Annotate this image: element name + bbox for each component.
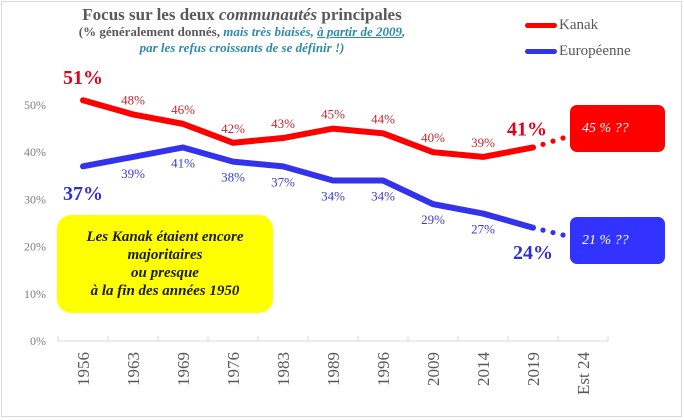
- annotation-line-2: majoritaires: [127, 247, 203, 263]
- data-label: 29%: [421, 212, 445, 227]
- data-label: 34%: [321, 189, 345, 204]
- legend-label-kanak: Kanak: [559, 16, 599, 33]
- estimate-dot: [550, 229, 556, 236]
- x-tick-label: 2009: [424, 352, 443, 386]
- y-tick-label: 10%: [24, 287, 46, 301]
- title-text-italic: communautés: [218, 5, 318, 24]
- subtitle-part-d: ,: [401, 24, 406, 39]
- data-label: 34%: [371, 189, 395, 204]
- data-label: 51%: [63, 67, 103, 89]
- data-label: 37%: [63, 183, 103, 205]
- estimate-dot: [560, 135, 566, 141]
- estimate-label-europeenne: 21 % ??: [582, 232, 629, 248]
- subtitle-part-b: mais très biaisés,: [223, 24, 318, 39]
- y-tick-label: 20%: [24, 240, 46, 254]
- data-label: 45%: [321, 107, 345, 122]
- legend-item-europeenne: Européenne: [525, 38, 631, 64]
- y-tick-label: 50%: [24, 98, 46, 112]
- data-label: 41%: [171, 155, 195, 170]
- data-label: 27%: [471, 222, 495, 237]
- x-tick-label: 1989: [324, 352, 343, 386]
- series-line-kanak: [80, 97, 536, 160]
- y-tick-label: 30%: [24, 192, 46, 206]
- estimate-box-kanak: 45 % ??: [570, 105, 665, 152]
- data-label: 37%: [271, 174, 295, 189]
- data-label: 24%: [513, 242, 553, 264]
- estimate-dot: [540, 141, 546, 147]
- data-label: 39%: [121, 166, 145, 181]
- annotation-box: Les Kanak étaient encore majoritaires ou…: [57, 215, 273, 313]
- annotation-line-4: à la fin des années 1950: [90, 283, 240, 299]
- y-tick-label: 40%: [24, 145, 46, 159]
- subtitle-part-c: à partir de 2009: [317, 24, 402, 39]
- data-label: 40%: [421, 130, 445, 145]
- x-tick-label: 1969: [174, 352, 193, 386]
- estimate-box-europeenne: 21 % ??: [570, 217, 665, 264]
- y-tick-label: 0%: [30, 334, 46, 348]
- x-tick-label: 1983: [274, 352, 293, 386]
- data-label: 43%: [271, 116, 295, 131]
- estimate-dot: [540, 227, 546, 233]
- legend-swatch-europeenne: [525, 48, 557, 54]
- chart-subtitle-line2: par les refus croissants de se définir !…: [139, 40, 345, 55]
- title-text-pre: Focus sur les deux: [82, 5, 219, 24]
- estimate-dot: [550, 138, 556, 144]
- legend-label-europeenne: Européenne: [559, 42, 631, 59]
- data-label: 39%: [471, 135, 495, 150]
- data-label: 42%: [221, 121, 245, 136]
- annotation-line-3: ou presque: [131, 265, 199, 281]
- x-tick-label: 2014: [474, 352, 493, 387]
- legend-item-kanak: Kanak: [525, 12, 631, 38]
- annotation-line-1: Les Kanak étaient encore: [86, 229, 244, 245]
- chart-title-block: Focus sur les deux communautés principal…: [0, 5, 484, 56]
- legend-swatch-kanak: [525, 22, 557, 28]
- x-tick-label: Est 24: [574, 352, 593, 395]
- legend: Kanak Européenne: [525, 12, 631, 64]
- chart-subtitle-line1: (% généralement donnés, mais très biaisé…: [0, 24, 484, 40]
- series-line-europeenne: [80, 144, 536, 231]
- data-label: 41%: [507, 118, 547, 140]
- data-label: 46%: [171, 102, 195, 117]
- data-label: 38%: [221, 170, 245, 185]
- x-tick-label: 2019: [524, 352, 543, 386]
- x-tick-label: 1963: [124, 352, 143, 386]
- data-label: 44%: [371, 111, 395, 126]
- data-label: 48%: [121, 92, 145, 107]
- x-tick-label: 1956: [74, 352, 93, 386]
- estimate-dot: [560, 232, 566, 238]
- chart-title: Focus sur les deux communautés principal…: [0, 5, 484, 24]
- subtitle-part-a: (% généralement donnés,: [78, 24, 224, 39]
- estimate-label-kanak: 45 % ??: [582, 120, 629, 136]
- x-tick-label: 1996: [374, 352, 393, 386]
- title-text-post: principales: [317, 5, 402, 24]
- x-tick-label: 1976: [224, 352, 243, 386]
